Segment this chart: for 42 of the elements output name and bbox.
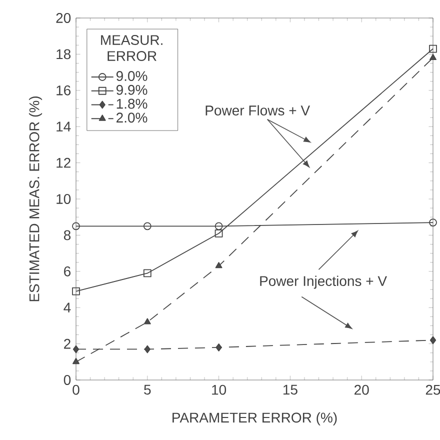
y-tick-label: 18 xyxy=(56,49,71,60)
legend-title: MEASUR. ERROR xyxy=(101,35,162,61)
point xyxy=(430,336,436,344)
point xyxy=(72,287,80,296)
point xyxy=(215,262,222,268)
point xyxy=(72,358,80,364)
legend-label: 1.8% xyxy=(116,98,148,109)
point xyxy=(72,222,80,230)
y-tick-label: 6 xyxy=(64,266,71,276)
y-axis-title: ESTIMATED MEAS. ERROR (%) xyxy=(28,96,42,302)
point xyxy=(144,345,150,354)
y-tick-label: 0 xyxy=(64,375,71,385)
legend-label: 9.9% xyxy=(116,84,148,95)
point xyxy=(429,218,437,226)
legend-label: 9.0% xyxy=(116,71,148,81)
y-tick-label: 8 xyxy=(64,230,71,240)
y-tick-label: 10 xyxy=(56,194,71,204)
y-tick-label: 14 xyxy=(56,122,71,132)
y-tick-label: 16 xyxy=(56,85,71,96)
x-tick-label: 20 xyxy=(354,384,369,395)
x-tick-label: 0 xyxy=(72,384,80,395)
y-tick-label: 20 xyxy=(56,13,71,23)
point xyxy=(72,345,80,354)
legend-label: 2.0% xyxy=(116,112,148,123)
y-tick-label: 4 xyxy=(64,302,71,312)
x-axis-title: PARAMETER ERROR (%) xyxy=(172,412,337,426)
annotation: Power Injections + V xyxy=(260,276,387,289)
point xyxy=(216,343,222,352)
x-tick-label: 25 xyxy=(426,384,440,395)
point xyxy=(214,222,223,230)
point xyxy=(214,229,223,238)
y-tick-label: 2 xyxy=(64,338,70,349)
x-tick-label: 5 xyxy=(144,384,151,395)
y-tick-label: 12 xyxy=(56,158,70,168)
x-tick-label: 15 xyxy=(283,384,298,395)
point xyxy=(144,318,151,324)
point xyxy=(143,269,152,278)
point xyxy=(430,54,436,60)
point xyxy=(429,44,437,53)
annotation: Power Flows + V xyxy=(206,105,310,116)
point xyxy=(143,222,152,230)
x-tick-label: 10 xyxy=(212,384,226,395)
